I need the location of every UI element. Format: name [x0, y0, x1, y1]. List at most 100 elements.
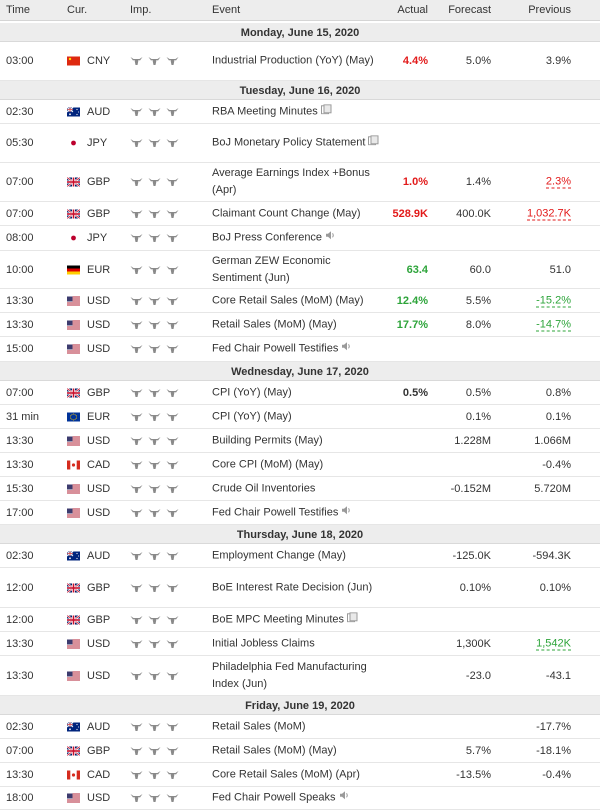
- table-row[interactable]: 13:30 USD Retail Sales (MoM) (May) 17.7% 8.0…: [0, 313, 600, 337]
- table-row[interactable]: 13:30 CAD Core Retail Sales (MoM) (Apr) -13…: [0, 763, 600, 787]
- event-name-text[interactable]: Retail Sales (MoM): [212, 720, 306, 732]
- event-name[interactable]: Retail Sales (MoM): [212, 718, 382, 735]
- previous-value: -14.7%: [536, 318, 571, 331]
- importance-rating: [130, 139, 190, 148]
- event-name-text[interactable]: Building Permits (May): [212, 434, 323, 446]
- table-row[interactable]: 10:00 EUR German ZEW Economic Sentiment (J…: [0, 251, 600, 289]
- event-name-text[interactable]: BoJ Monetary Policy Statement: [212, 136, 366, 149]
- event-name-text[interactable]: Core Retail Sales (MoM) (Apr): [212, 768, 360, 780]
- event-name[interactable]: BoE MPC Meeting Minutes: [212, 611, 382, 628]
- event-name-text[interactable]: Claimant Count Change (May): [212, 207, 361, 219]
- speaker-icon[interactable]: [341, 504, 352, 521]
- speaker-icon[interactable]: [325, 229, 336, 246]
- event-name[interactable]: Employment Change (May): [212, 547, 382, 564]
- header-previous[interactable]: Previous: [528, 4, 571, 16]
- event-name-text[interactable]: BoE Interest Rate Decision (Jun): [212, 581, 373, 593]
- event-name[interactable]: Retail Sales (MoM) (May): [212, 316, 382, 333]
- table-row[interactable]: 12:00 GBP BoE MPC Meeting Minutes: [0, 608, 600, 632]
- table-row[interactable]: 07:00 GBP Average Earnings Index +Bonus (A…: [0, 163, 600, 202]
- event-time: 12:00: [6, 581, 34, 594]
- header-currency[interactable]: Cur.: [67, 4, 88, 16]
- event-name[interactable]: German ZEW Economic Sentiment (Jun): [212, 253, 382, 287]
- table-row[interactable]: 15:30 USD Crude Oil Inventories -0.152M 5.72…: [0, 477, 600, 501]
- event-name-text[interactable]: Core CPI (MoM) (May): [212, 458, 324, 470]
- event-name-text[interactable]: Core Retail Sales (MoM) (May): [212, 294, 364, 306]
- event-name[interactable]: Fed Chair Powell Testifies: [212, 504, 382, 521]
- table-row[interactable]: 12:00 GBP BoE Interest Rate Decision (Jun)…: [0, 568, 600, 608]
- table-row[interactable]: 07:00 GBP Claimant Count Change (May) 528.9…: [0, 202, 600, 226]
- header-time[interactable]: Time: [6, 4, 31, 16]
- event-name-text[interactable]: Philadelphia Fed Manufacturing Index (Ju…: [212, 660, 367, 690]
- event-name-text[interactable]: Employment Change (May): [212, 549, 346, 561]
- event-name-text[interactable]: Fed Chair Powell Speaks: [212, 791, 336, 804]
- event-name[interactable]: Fed Chair Powell Speaks: [212, 789, 382, 806]
- event-name[interactable]: Fed Chair Powell Testifies: [212, 340, 382, 357]
- event-name-text[interactable]: CPI (YoY) (May): [212, 386, 292, 398]
- event-name-text[interactable]: Fed Chair Powell Testifies: [212, 342, 339, 355]
- table-row[interactable]: 13:30 USD Core Retail Sales (MoM) (May) 12.…: [0, 289, 600, 313]
- table-row[interactable]: 08:00 JPY BoJ Press Conference: [0, 226, 600, 251]
- event-name[interactable]: Core CPI (MoM) (May): [212, 456, 382, 473]
- event-name[interactable]: RBA Meeting Minutes: [212, 103, 382, 120]
- importance-rating: [130, 388, 190, 397]
- event-name-text[interactable]: CPI (YoY) (May): [212, 410, 292, 422]
- actual-value: 1.0%: [402, 176, 428, 188]
- table-row[interactable]: 02:30 AUD RBA Meeting Minutes: [0, 100, 600, 124]
- table-row[interactable]: 02:30 AUD Employment Change (May) -125.0K -5…: [0, 544, 600, 568]
- event-name-text[interactable]: RBA Meeting Minutes: [212, 105, 318, 118]
- event-name[interactable]: Building Permits (May): [212, 432, 382, 449]
- bull-icon: [166, 583, 179, 592]
- table-row[interactable]: 03:00 CNY Industrial Production (YoY) (May…: [0, 42, 600, 81]
- event-name[interactable]: Core Retail Sales (MoM) (May): [212, 292, 382, 309]
- header-actual[interactable]: Actual: [397, 4, 428, 16]
- event-name[interactable]: Core Retail Sales (MoM) (Apr): [212, 766, 382, 783]
- event-name-text[interactable]: German ZEW Economic Sentiment (Jun): [212, 254, 331, 284]
- document-icon[interactable]: [320, 103, 332, 120]
- event-name[interactable]: BoJ Press Conference: [212, 229, 382, 246]
- event-name[interactable]: Average Earnings Index +Bonus (Apr): [212, 165, 382, 199]
- event-name[interactable]: CPI (YoY) (May): [212, 408, 382, 425]
- bull-icon: [130, 770, 143, 779]
- table-row[interactable]: 13:30 USD Building Permits (May) 1.228M 1.06…: [0, 429, 600, 453]
- event-name-text[interactable]: Retail Sales (MoM) (May): [212, 318, 337, 330]
- header-forecast[interactable]: Forecast: [448, 4, 491, 16]
- event-name[interactable]: BoJ Monetary Policy Statement: [212, 134, 382, 151]
- speaker-icon[interactable]: [341, 340, 352, 357]
- table-row[interactable]: 18:00 USD Fed Chair Powell Speaks: [0, 787, 600, 810]
- table-row[interactable]: 15:00 USD Fed Chair Powell Testifies: [0, 337, 600, 362]
- table-row[interactable]: 07:00 GBP Retail Sales (MoM) (May) 5.7% -18.…: [0, 739, 600, 763]
- event-name[interactable]: CPI (YoY) (May): [212, 384, 382, 401]
- table-row[interactable]: 13:30 USD Initial Jobless Claims 1,300K 1,54…: [0, 632, 600, 656]
- event-name-text[interactable]: Crude Oil Inventories: [212, 482, 316, 494]
- bull-icon: [148, 265, 161, 274]
- event-name-text[interactable]: Average Earnings Index +Bonus (Apr): [212, 167, 370, 196]
- document-icon[interactable]: [368, 134, 379, 151]
- event-name[interactable]: Claimant Count Change (May): [212, 205, 382, 222]
- table-row[interactable]: 31 min EUR CPI (YoY) (May) 0.1% 0.1%: [0, 405, 600, 429]
- header-event[interactable]: Event: [212, 4, 241, 16]
- event-name[interactable]: Philadelphia Fed Manufacturing Index (Ju…: [212, 659, 382, 693]
- table-row[interactable]: 13:30 CAD Core CPI (MoM) (May) -0.4%: [0, 453, 600, 477]
- table-row[interactable]: 17:00 USD Fed Chair Powell Testifies: [0, 501, 600, 525]
- event-name[interactable]: Retail Sales (MoM) (May): [212, 742, 382, 759]
- gb-flag-icon: [67, 209, 80, 218]
- table-row[interactable]: 02:30 AUD Retail Sales (MoM) -17.7%: [0, 715, 600, 739]
- header-importance[interactable]: Imp.: [130, 4, 152, 16]
- event-name-text[interactable]: Industrial Production (YoY) (May): [212, 54, 374, 67]
- table-row[interactable]: 07:00 GBP CPI (YoY) (May) 0.5% 0.5% 0.8%: [0, 381, 600, 405]
- event-currency: JPY: [87, 137, 108, 149]
- event-name-text[interactable]: BoJ Press Conference: [212, 231, 323, 244]
- event-name-text[interactable]: Initial Jobless Claims: [212, 637, 315, 649]
- table-row[interactable]: 13:30 USD Philadelphia Fed Manufacturing I…: [0, 656, 600, 696]
- speaker-icon[interactable]: [339, 789, 350, 806]
- document-icon[interactable]: [347, 611, 358, 628]
- bull-icon: [166, 722, 179, 731]
- event-name-text[interactable]: Retail Sales (MoM) (May): [212, 744, 337, 756]
- event-name-text[interactable]: Fed Chair Powell Testifies: [212, 506, 339, 519]
- event-name[interactable]: Industrial Production (YoY) (May): [212, 53, 382, 70]
- event-name-text[interactable]: BoE MPC Meeting Minutes: [212, 613, 345, 626]
- event-name[interactable]: Crude Oil Inventories: [212, 480, 382, 497]
- event-name[interactable]: Initial Jobless Claims: [212, 635, 382, 652]
- event-name[interactable]: BoE Interest Rate Decision (Jun): [212, 579, 382, 596]
- table-row[interactable]: 05:30 JPY BoJ Monetary Policy Statement: [0, 124, 600, 163]
